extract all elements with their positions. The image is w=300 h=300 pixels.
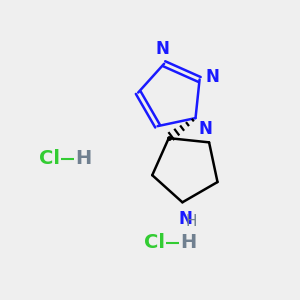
Text: H: H (186, 214, 197, 229)
Text: N: N (178, 210, 192, 228)
Text: N: N (156, 40, 170, 58)
Text: N: N (199, 120, 212, 138)
Text: Cl: Cl (144, 233, 165, 253)
Text: Cl: Cl (39, 149, 60, 169)
Text: N: N (206, 68, 220, 86)
Text: H: H (180, 233, 196, 253)
Text: H: H (75, 149, 91, 169)
